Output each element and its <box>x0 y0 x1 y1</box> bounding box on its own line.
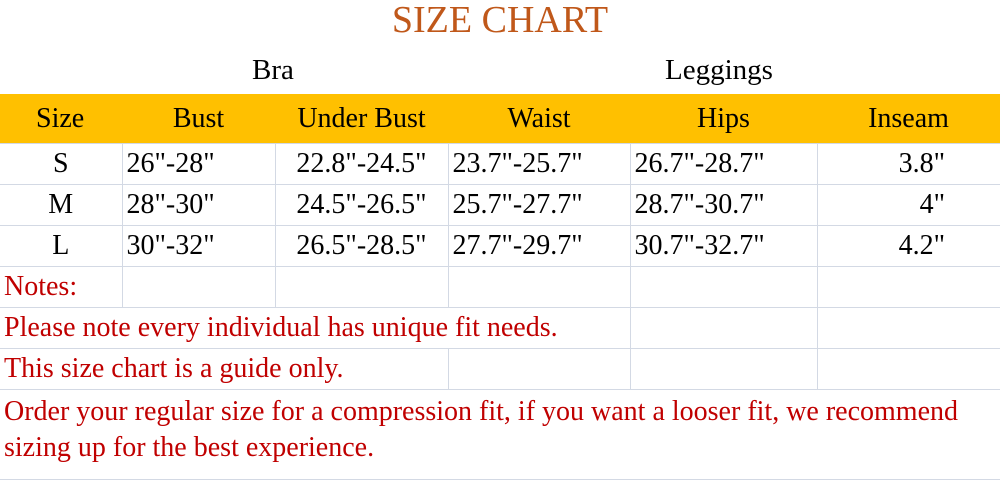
empty-cell <box>629 307 818 349</box>
empty-cell <box>447 348 631 390</box>
empty-cell <box>447 266 631 308</box>
table-row: S 26"-28" 22.8"-24.5" 23.7"-25.7" 26.7"-… <box>0 143 1000 185</box>
bust-cell: 28"-30" <box>121 184 276 226</box>
waist-cell: 23.7"-25.7" <box>447 143 631 185</box>
empty-cell <box>629 348 818 390</box>
size-chart-title: SIZE CHART <box>391 0 609 41</box>
inseam-cell: 3.8" <box>816 143 1000 185</box>
header-under-bust: Under Bust <box>275 94 448 144</box>
header-waist: Waist <box>448 94 630 144</box>
bust-cell: 30"-32" <box>121 225 276 267</box>
empty-cell <box>816 307 1000 349</box>
bust-cell: 26"-28" <box>121 143 276 185</box>
size-cell: S <box>0 143 123 185</box>
waist-cell: 27.7"-29.7" <box>447 225 631 267</box>
hips-cell: 26.7"-28.7" <box>629 143 818 185</box>
header-inseam: Inseam <box>817 94 1000 144</box>
note-row: This size chart is a guide only. <box>0 348 1000 390</box>
inseam-cell: 4.2" <box>816 225 1000 267</box>
empty-cell <box>816 266 1000 308</box>
notes-label: Notes: <box>0 266 123 308</box>
notes-label-row: Notes: <box>0 266 1000 308</box>
waist-cell: 25.7"-27.7" <box>447 184 631 226</box>
size-table: Size Bust Under Bust Waist Hips Inseam S… <box>0 94 1000 480</box>
size-cell: M <box>0 184 123 226</box>
note-line-2: This size chart is a guide only. <box>0 348 449 390</box>
leggings-group-label: Leggings <box>665 54 773 86</box>
table-row: M 28"-30" 24.5"-26.5" 25.7"-27.7" 28.7"-… <box>0 184 1000 226</box>
header-row: Size Bust Under Bust Waist Hips Inseam <box>0 94 1000 144</box>
note-line-3: Order your regular size for a compressio… <box>0 389 1000 480</box>
header-hips: Hips <box>630 94 817 144</box>
note-line-1: Please note every individual has unique … <box>0 307 631 349</box>
note-row: Please note every individual has unique … <box>0 307 1000 349</box>
under-bust-cell: 26.5"-28.5" <box>274 225 449 267</box>
header-size: Size <box>0 94 122 144</box>
size-cell: L <box>0 225 123 267</box>
note-row: Order your regular size for a compressio… <box>0 389 1000 480</box>
under-bust-cell: 24.5"-26.5" <box>274 184 449 226</box>
empty-cell <box>629 266 818 308</box>
empty-cell <box>121 266 276 308</box>
under-bust-cell: 22.8"-24.5" <box>274 143 449 185</box>
hips-cell: 30.7"-32.7" <box>629 225 818 267</box>
empty-cell <box>274 266 449 308</box>
hips-cell: 28.7"-30.7" <box>629 184 818 226</box>
empty-cell <box>816 348 1000 390</box>
bra-group-label: Bra <box>252 54 294 86</box>
inseam-cell: 4" <box>816 184 1000 226</box>
header-bust: Bust <box>122 94 275 144</box>
table-row: L 30"-32" 26.5"-28.5" 27.7"-29.7" 30.7"-… <box>0 225 1000 267</box>
